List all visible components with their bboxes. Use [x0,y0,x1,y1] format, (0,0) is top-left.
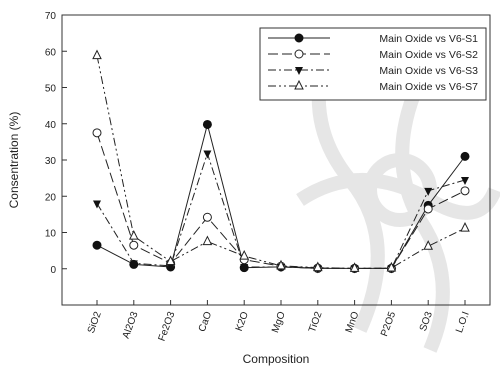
x-tick-label: TiO2 [307,310,325,334]
y-tick-label: 40 [45,120,57,131]
y-tick-label: 20 [45,192,57,203]
data-point [92,49,102,60]
data-point [239,249,250,260]
y-tick-label: 60 [45,47,57,58]
legend-label: Main Oxide vs V6-S1 [379,33,478,45]
x-tick-label: MgO [270,310,288,334]
data-point [424,187,433,196]
x-tick-label: Fe2O3 [157,310,178,343]
data-point [92,128,102,138]
data-point [165,255,176,265]
legend-marker [294,79,304,90]
data-point [129,240,139,250]
legend-label: Main Oxide vs V6-S7 [379,81,478,93]
legend: Main Oxide vs V6-S1 Main Oxide vs V6-S2 Ma… [259,27,487,101]
data-point [203,150,212,159]
data-point [128,230,139,240]
data-point [423,240,434,250]
data-point [460,222,470,232]
data-point [202,119,212,129]
legend-label: Main Oxide vs V6-S3 [379,65,478,77]
y-tick-label: 10 [45,229,57,240]
x-tick-label: P2O5 [379,310,398,338]
x-tick-label: CaO [197,310,214,333]
x-tick-label: Al2O3 [121,310,141,340]
data-point [93,200,101,209]
data-point [129,260,138,269]
data-point [202,212,212,222]
x-axis: SiO2 Al2O3 Fe2O3 CaO K2O MgO TiO2 MnO P2O5 SO3 L.O… [86,300,472,343]
series-markers [92,49,470,274]
y-tick-label: 0 [50,265,56,276]
legend-marker [295,67,303,75]
data-point [240,263,249,272]
x-tick-label: K2O [234,310,251,333]
data-point [92,240,102,250]
data-point [461,176,469,185]
data-point [386,261,397,272]
x-axis-title: Composition [243,352,310,366]
y-axis: 0 10 20 30 40 50 60 70 [45,11,67,276]
y-tick-label: 50 [45,84,57,95]
data-point [276,259,286,270]
data-point [423,204,433,214]
legend-marker [294,49,304,59]
data-point [460,151,470,161]
data-point [202,235,213,246]
legend-label: Main Oxide vs V6-S2 [379,49,478,61]
y-tick-label: 70 [45,11,57,22]
x-tick-label: SiO2 [86,310,104,335]
y-tick-label: 30 [45,156,57,167]
x-tick-label: L.O.I [454,310,472,334]
data-point [312,261,323,272]
data-point [460,186,470,196]
data-point [349,262,360,272]
y-axis-title: Consentration (%) [7,112,21,209]
legend-marker [294,33,304,43]
